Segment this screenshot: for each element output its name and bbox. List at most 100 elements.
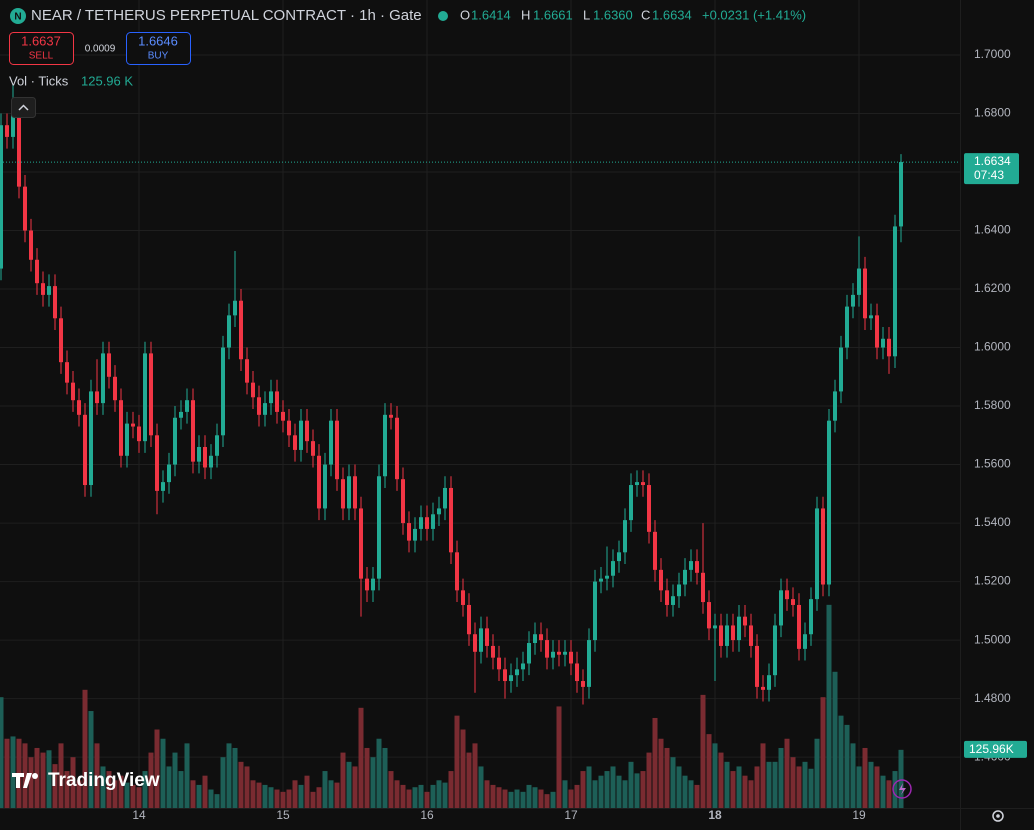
candle-body xyxy=(65,362,69,383)
candle-body xyxy=(467,604,471,635)
volume-bar xyxy=(82,689,88,808)
volume-bar xyxy=(514,789,520,808)
candle-layer xyxy=(0,84,903,705)
candle-body xyxy=(197,447,201,462)
volume-bar xyxy=(64,771,70,808)
candle-body xyxy=(77,400,81,415)
candle-body xyxy=(179,411,183,418)
volume-bar xyxy=(640,771,646,808)
candle-body xyxy=(59,318,63,363)
candle-body xyxy=(503,669,507,682)
candle-body xyxy=(515,669,519,676)
settings-icon[interactable] xyxy=(996,814,1000,818)
candle-body xyxy=(599,578,603,582)
volume-bar xyxy=(532,787,538,808)
sell-button[interactable]: 1.6637 SELL xyxy=(9,32,74,65)
candle-body xyxy=(0,125,3,269)
volume-bar xyxy=(316,787,322,808)
candle-body xyxy=(641,482,645,486)
candle-body xyxy=(659,569,663,591)
y-tick-label: 1.5800 xyxy=(974,398,1011,412)
volume-bar xyxy=(334,782,340,808)
x-tick-label: 17 xyxy=(564,808,578,822)
settings-button[interactable] xyxy=(992,810,1004,822)
candle-body xyxy=(281,411,285,421)
alert-icon[interactable] xyxy=(899,783,906,795)
volume-bar xyxy=(694,784,700,808)
candle-body xyxy=(185,400,189,412)
buy-box[interactable] xyxy=(126,32,191,65)
volume-bar xyxy=(10,736,16,808)
candle-body xyxy=(809,599,813,635)
legend-key: L xyxy=(583,7,590,22)
candle-body xyxy=(245,359,249,383)
legend-value: 1.6414 xyxy=(471,7,511,22)
symbol-icon-letter: N xyxy=(14,12,21,23)
candle-body xyxy=(29,230,33,260)
candle-body xyxy=(455,552,459,591)
legend-key: H xyxy=(521,7,530,22)
volume-bar xyxy=(796,766,802,808)
buy-label[interactable]: BUY xyxy=(148,51,169,62)
candle-body xyxy=(629,485,633,521)
candle-body xyxy=(305,420,309,442)
volume-bar xyxy=(760,743,766,808)
volume-bar xyxy=(28,757,34,808)
volume-bar xyxy=(880,775,886,808)
collapse-button[interactable] xyxy=(11,97,36,118)
sell-price[interactable]: 1.6637 xyxy=(21,33,61,48)
candle-body xyxy=(845,306,849,348)
candle-body xyxy=(95,391,99,404)
x-tick-label: 14 xyxy=(132,808,146,822)
sell-box[interactable] xyxy=(9,32,74,65)
volume-bar xyxy=(580,771,586,808)
candle-body xyxy=(887,338,891,357)
y-tick-label: 1.6200 xyxy=(974,281,1011,295)
y-tick-label: 1.5600 xyxy=(974,457,1011,471)
volume-bar xyxy=(862,747,868,808)
candle-body xyxy=(575,663,579,682)
candle-body xyxy=(869,315,873,319)
candle-body xyxy=(539,634,543,641)
candle-body xyxy=(119,400,123,456)
candle-body xyxy=(137,426,141,442)
candle-body xyxy=(677,584,681,597)
candle-body xyxy=(881,338,885,348)
candle-body xyxy=(875,315,879,348)
volume-bar xyxy=(850,743,856,808)
collapse-icon[interactable] xyxy=(18,104,29,111)
y-tick-label: 1.7000 xyxy=(974,47,1011,61)
volume-bar xyxy=(106,771,112,808)
volume-bar xyxy=(874,766,880,808)
volume-bar xyxy=(508,791,514,808)
sell-label[interactable]: SELL xyxy=(29,51,54,62)
volume-bar xyxy=(208,789,214,808)
y-tick-label: 1.5000 xyxy=(974,632,1011,646)
buy-price[interactable]: 1.6646 xyxy=(138,33,178,48)
candle-body xyxy=(5,125,9,137)
volume-bar xyxy=(76,780,82,808)
alert-button[interactable] xyxy=(892,779,912,799)
x-tick-label: 19 xyxy=(852,808,866,822)
buy-button[interactable]: 1.6646 BUY xyxy=(126,32,191,65)
countdown-label: 07:43 xyxy=(974,168,1004,182)
volume-bar xyxy=(754,766,760,808)
candle-body xyxy=(395,417,399,480)
last-price-tag xyxy=(964,153,1019,185)
candle-body xyxy=(239,300,243,360)
volume-bar xyxy=(196,784,202,808)
volume-bar xyxy=(52,764,58,808)
volume-bar xyxy=(22,743,28,808)
volume-bar xyxy=(214,794,220,808)
volume-bar xyxy=(400,784,406,808)
volume-bar xyxy=(724,761,730,808)
candle-body xyxy=(425,517,429,529)
logo-dot xyxy=(32,773,38,779)
volume-bar xyxy=(388,771,394,808)
candle-body xyxy=(737,616,741,641)
candle-body xyxy=(713,625,717,629)
candle-body xyxy=(215,435,219,456)
volume-bar xyxy=(250,780,256,808)
candle-body xyxy=(593,581,597,641)
